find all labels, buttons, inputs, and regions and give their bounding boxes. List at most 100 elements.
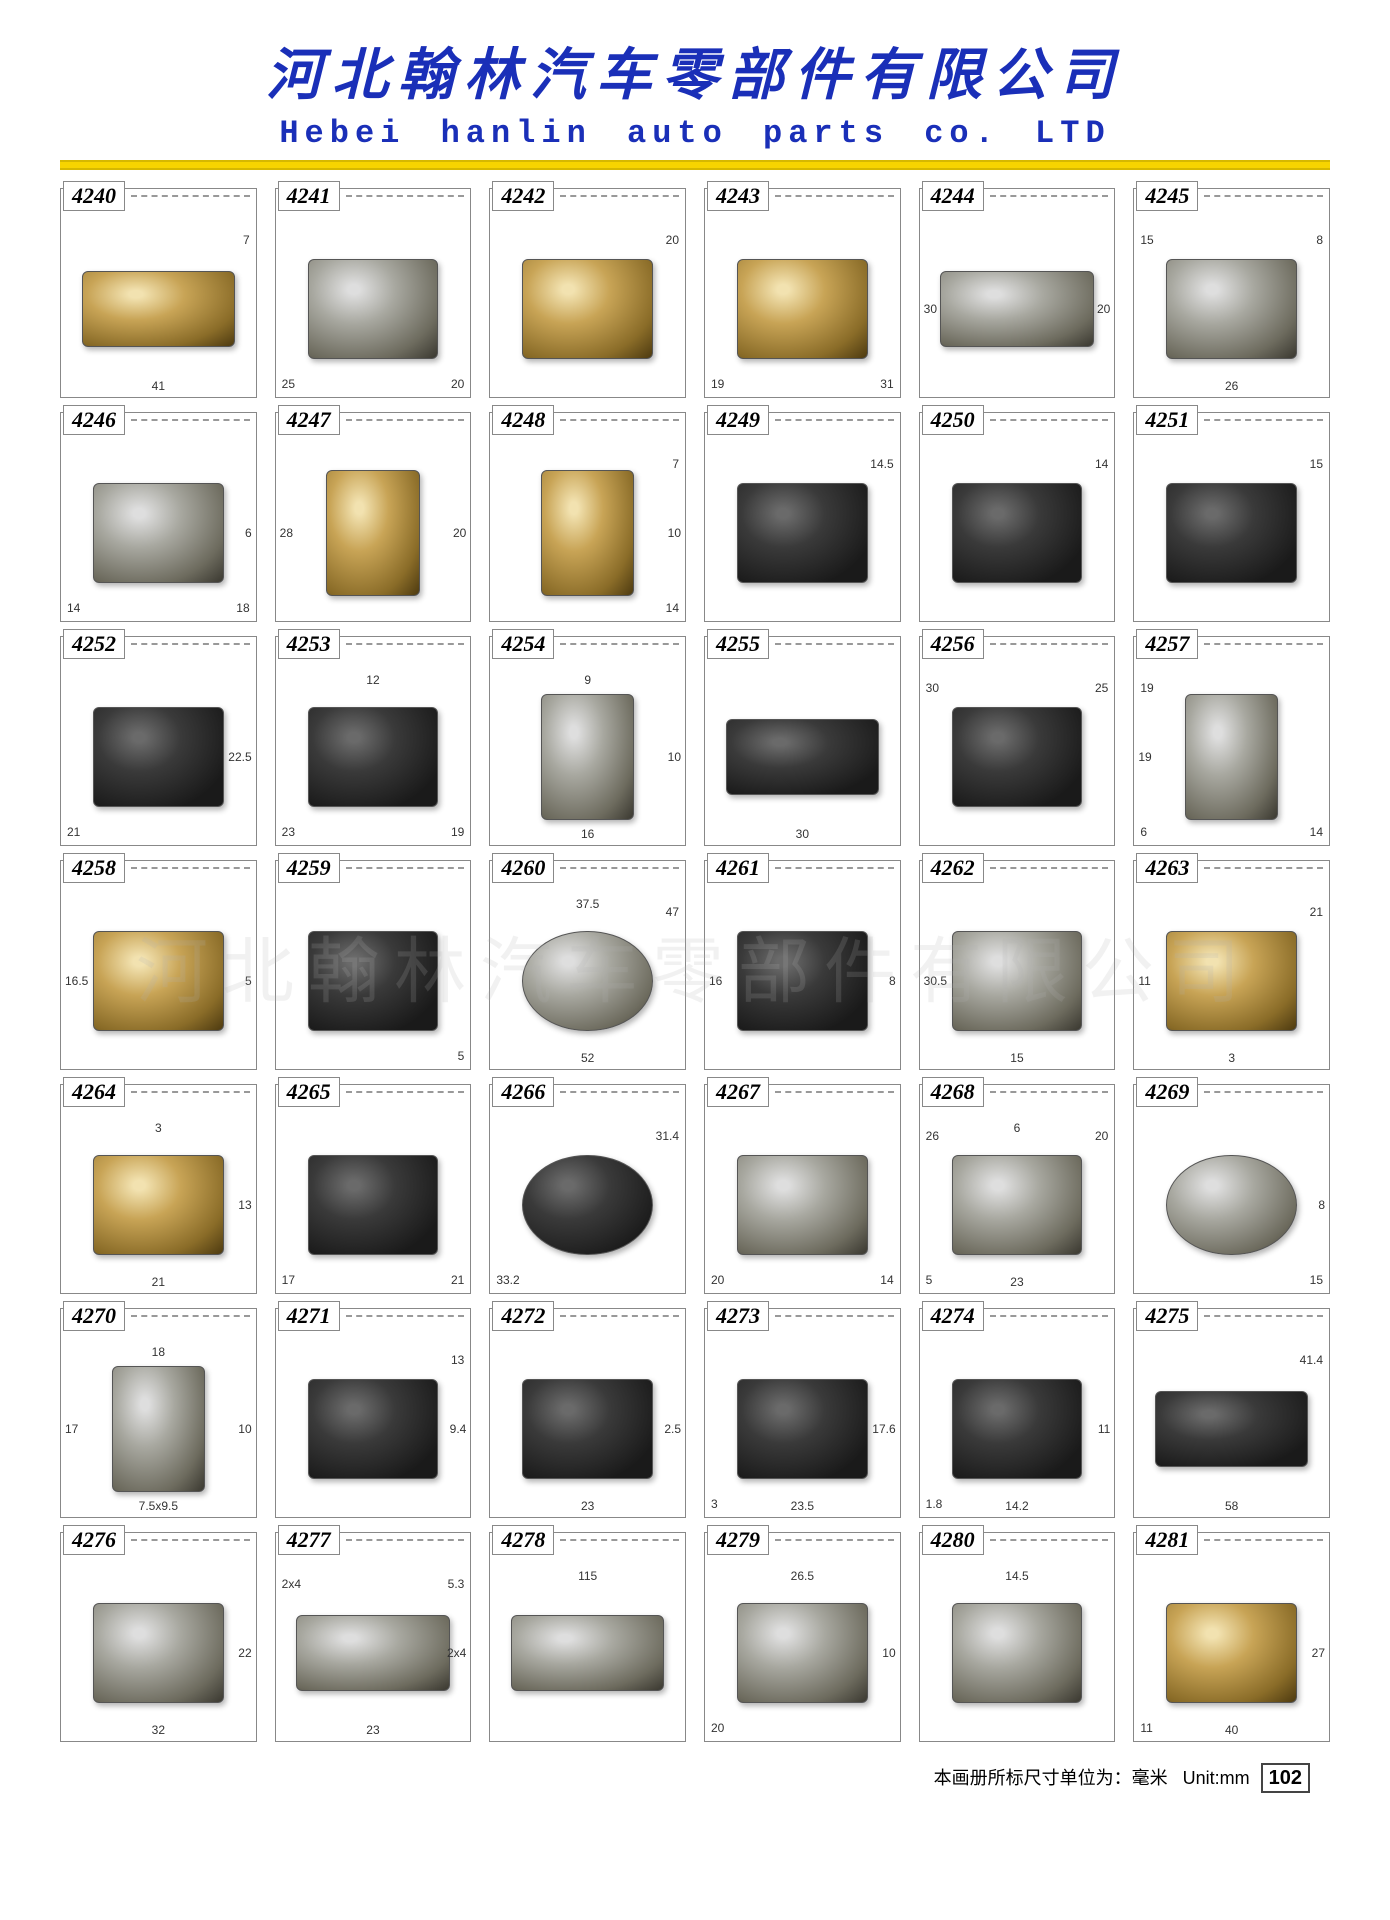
page-footer: 本画册所标尺寸单位为：毫米 Unit:mm 102 bbox=[60, 1756, 1330, 1790]
footer-unit-cn: 本画册所标尺寸单位为：毫米 bbox=[934, 1768, 1168, 1788]
part-illustration bbox=[522, 259, 653, 360]
cell-body: 21113 bbox=[1134, 893, 1329, 1069]
part-illustration bbox=[737, 1379, 868, 1480]
header-dash-line bbox=[131, 1091, 250, 1093]
cell-body: 22.521 bbox=[61, 669, 256, 845]
cell-body: 122319 bbox=[276, 669, 471, 845]
part-number-label: 4246 bbox=[63, 405, 125, 435]
cell-body: 30.515 bbox=[920, 893, 1115, 1069]
header-divider-bar bbox=[60, 160, 1330, 170]
part-illustration bbox=[952, 931, 1083, 1032]
part-illustration bbox=[737, 931, 868, 1032]
header-dash-line bbox=[131, 643, 250, 645]
part-number-label: 4278 bbox=[492, 1525, 554, 1555]
part-number-label: 4244 bbox=[922, 181, 984, 211]
header-dash-line bbox=[1204, 419, 1323, 421]
dimension-label: 6 bbox=[1140, 825, 1147, 839]
cell-body: 16.55 bbox=[61, 893, 256, 1069]
header-dash-line bbox=[346, 643, 465, 645]
dimension-label: 11 bbox=[1140, 1721, 1152, 1735]
header-dash-line bbox=[1204, 643, 1323, 645]
cell-header: 4276 bbox=[61, 1533, 256, 1565]
dimension-label: 7 bbox=[243, 233, 250, 247]
dimension-label: 9 bbox=[584, 673, 591, 687]
part-illustration bbox=[522, 931, 653, 1032]
header-dash-line bbox=[990, 1539, 1109, 1541]
dimension-label: 20 bbox=[451, 377, 464, 391]
dimension-label: 30 bbox=[796, 827, 809, 841]
part-number-label: 4250 bbox=[922, 405, 984, 435]
cell-body: 15 bbox=[1134, 445, 1329, 621]
part-illustration bbox=[541, 694, 634, 820]
part-illustration bbox=[296, 1615, 449, 1691]
part-cell: 424914.5 bbox=[704, 412, 901, 622]
part-illustration bbox=[511, 1615, 664, 1691]
part-number-label: 4273 bbox=[707, 1301, 769, 1331]
header-dash-line bbox=[775, 195, 894, 197]
dimension-label: 21 bbox=[1310, 905, 1323, 919]
cell-body: 2014 bbox=[705, 1117, 900, 1293]
part-cell: 42772x42x45.323 bbox=[275, 1532, 472, 1742]
cell-header: 4264 bbox=[61, 1085, 256, 1117]
dimension-label: 58 bbox=[1225, 1499, 1238, 1513]
cell-header: 4256 bbox=[920, 637, 1115, 669]
part-cell: 426321113 bbox=[1133, 860, 1330, 1070]
part-illustration bbox=[940, 271, 1093, 347]
part-cell: 42595 bbox=[275, 860, 472, 1070]
dimension-label: 2x4 bbox=[447, 1646, 466, 1660]
part-illustration bbox=[308, 1155, 439, 1256]
part-illustration bbox=[952, 1603, 1083, 1704]
part-cell: 427541.458 bbox=[1133, 1308, 1330, 1518]
header-dash-line bbox=[346, 867, 465, 869]
part-cell: 42571919614 bbox=[1133, 636, 1330, 846]
dimension-label: 10 bbox=[668, 750, 681, 764]
part-cell: 4281271140 bbox=[1133, 1532, 1330, 1742]
header-dash-line bbox=[990, 867, 1109, 869]
cell-header: 4241 bbox=[276, 189, 471, 221]
part-illustration bbox=[308, 931, 439, 1032]
dimension-label: 21 bbox=[451, 1273, 464, 1287]
cell-body: 14 bbox=[920, 445, 1115, 621]
part-number-label: 4263 bbox=[1136, 853, 1198, 883]
part-illustration bbox=[1155, 1391, 1308, 1467]
part-cell: 42431931 bbox=[704, 188, 901, 398]
part-cell: 427317.6323.5 bbox=[704, 1308, 901, 1518]
dimension-label: 16.5 bbox=[65, 974, 88, 988]
cell-body: 30 bbox=[705, 669, 900, 845]
dimension-label: 14.5 bbox=[870, 457, 893, 471]
part-illustration bbox=[112, 1366, 205, 1492]
dimension-label: 115 bbox=[578, 1569, 597, 1583]
dimension-label: 2.5 bbox=[664, 1422, 681, 1436]
part-illustration bbox=[1166, 483, 1297, 584]
header-dash-line bbox=[560, 419, 679, 421]
dimension-label: 14 bbox=[666, 601, 679, 615]
dimension-label: 17 bbox=[65, 1422, 78, 1436]
part-illustration bbox=[1166, 931, 1297, 1032]
part-cell: 425014 bbox=[919, 412, 1116, 622]
dimension-label: 37.5 bbox=[576, 897, 599, 911]
cell-body: 168 bbox=[705, 893, 900, 1069]
cell-header: 4240 bbox=[61, 189, 256, 221]
cell-body: 14.5 bbox=[920, 1565, 1115, 1741]
dimension-label: 25 bbox=[1095, 681, 1108, 695]
dimension-label: 14.2 bbox=[1005, 1499, 1028, 1513]
dimension-label: 10 bbox=[238, 1422, 251, 1436]
header-dash-line bbox=[1204, 1091, 1323, 1093]
dimension-label: 6 bbox=[1014, 1121, 1021, 1135]
header-dash-line bbox=[990, 419, 1109, 421]
dimension-label: 14 bbox=[67, 601, 80, 615]
dimension-label: 13 bbox=[451, 1353, 464, 1367]
cell-header: 4263 bbox=[1134, 861, 1329, 893]
header-dash-line bbox=[560, 1539, 679, 1541]
part-illustration bbox=[93, 707, 224, 808]
dimension-label: 26.5 bbox=[791, 1569, 814, 1583]
cell-header: 4265 bbox=[276, 1085, 471, 1117]
cell-header: 4269 bbox=[1134, 1085, 1329, 1117]
dimension-label: 30 bbox=[924, 302, 937, 316]
dimension-label: 19 bbox=[451, 825, 464, 839]
header-dash-line bbox=[131, 1539, 250, 1541]
cell-body: 71014 bbox=[490, 445, 685, 621]
dimension-label: 15 bbox=[1010, 1051, 1023, 1065]
cell-header: 4268 bbox=[920, 1085, 1115, 1117]
part-number-label: 4281 bbox=[1136, 1525, 1198, 1555]
